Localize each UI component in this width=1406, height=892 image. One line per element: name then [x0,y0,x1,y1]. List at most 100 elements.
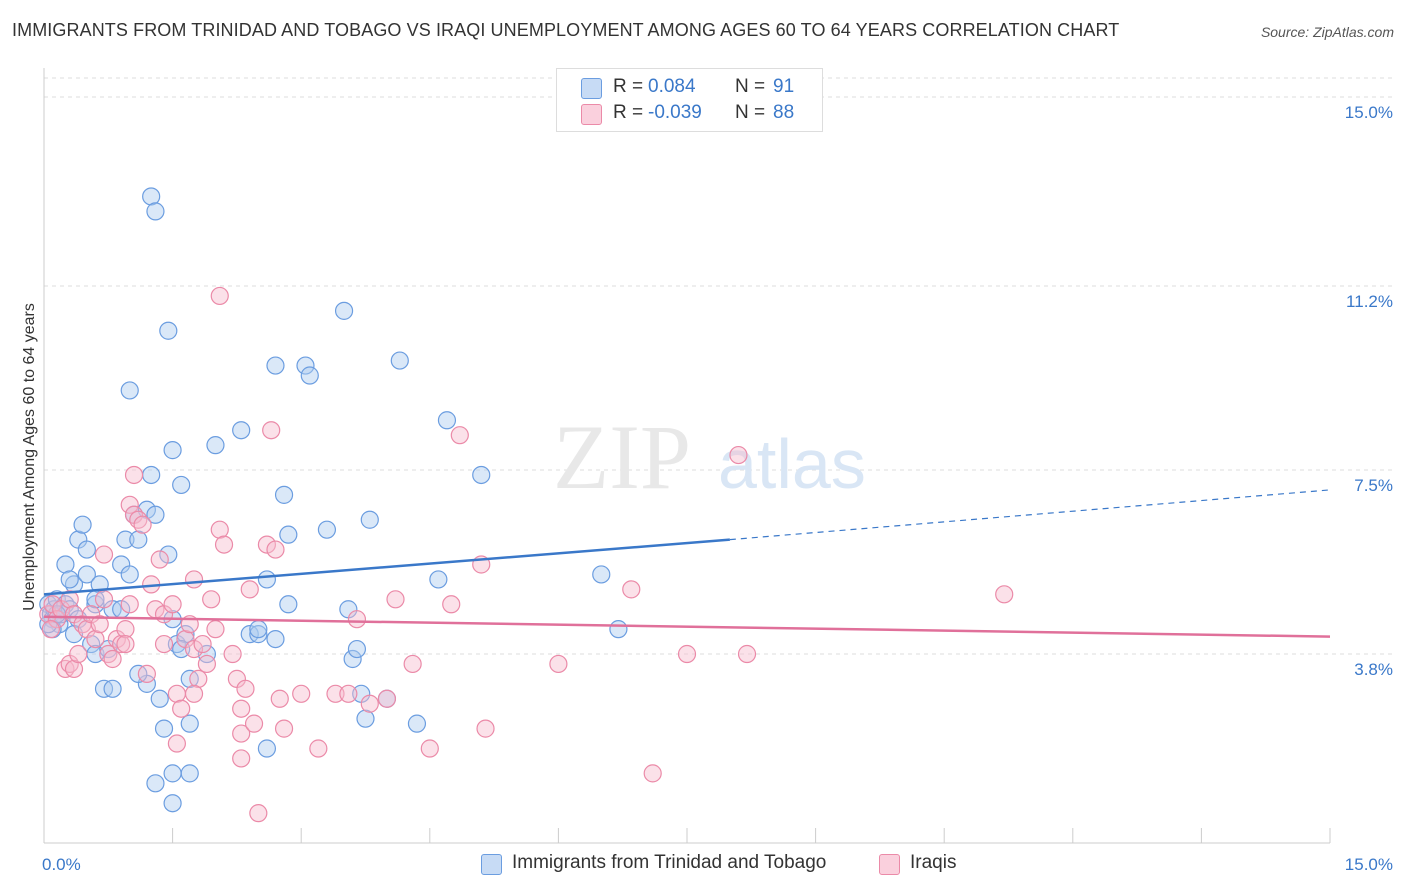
point-iraqi [43,595,62,614]
trend-line-iraqis [43,615,1331,638]
point-iraqi [41,620,60,639]
point-iraqi [189,669,208,688]
point-iraqi [210,286,229,306]
point-iraqi [347,610,367,629]
point-iraqi [133,515,152,534]
point-trinidad [77,565,96,584]
x-tick-label: 0.0% [42,855,81,874]
point-iraqi [995,585,1014,604]
point-trinidad [343,649,362,669]
trend-line-trinidad-extension [729,489,1331,541]
point-iraqi [197,654,216,674]
point-iraqi [232,749,251,768]
stats-legend: R = 0.084 N = 91 R = -0.039 N = 88 [556,68,823,132]
point-trinidad [266,356,285,375]
point-iraqi [549,654,568,674]
point-iraqi [309,739,328,758]
point-iraqi [116,620,135,639]
point-iraqi [214,535,234,554]
point-iraqi [124,465,144,485]
point-iraqi [90,615,109,634]
point-trinidad [317,520,337,539]
point-iraqi [240,580,259,599]
point-trinidad [347,639,367,659]
point-iraqi [167,734,186,753]
point-trinidad [142,465,161,485]
point-trinidad [150,689,169,708]
point-iraqi [403,654,422,674]
point-trinidad [176,625,195,644]
n-value: 88 [773,102,795,123]
point-iraqi [476,719,495,738]
r-value: 0.084 [648,76,696,97]
legend-swatch-pink [879,854,900,875]
point-trinidad [472,465,491,485]
n-label: N = [735,76,766,97]
y-tick-label: 7.5% [1354,476,1393,495]
point-trinidad [279,595,298,614]
r-value: -0.039 [648,102,702,123]
point-iraqi [64,659,84,679]
trend-line-trinidad [43,538,730,596]
point-iraqi [386,590,405,609]
point-trinidad [257,739,277,758]
point-trinidad [120,565,139,584]
point-iraqi [137,664,156,684]
point-trinidad [180,764,199,783]
point-iraqi [326,684,345,703]
point-iraqi [86,629,105,649]
point-trinidad [296,356,315,375]
point-trinidad [279,525,298,544]
point-iraqi [339,684,358,703]
point-iraqi [274,719,294,738]
point-iraqi [60,590,79,609]
y-tick-label: 3.8% [1354,660,1393,679]
point-iraqi [184,684,204,703]
point-iraqi [292,684,311,703]
source-label: Source: ZipAtlas.com [1260,24,1394,40]
point-iraqi [420,739,439,758]
point-iraqi [270,689,289,708]
point-trinidad [86,595,105,614]
point-trinidad [407,714,427,733]
point-iraqi [167,684,186,703]
legend-swatch-pink [581,104,602,125]
point-iraqi [47,610,66,629]
point-trinidad [77,540,96,559]
point-trinidad [592,565,611,584]
point-iraqi [206,620,225,639]
point-trinidad [142,187,161,206]
point-trinidad [159,545,178,564]
legend-swatch-blue [581,78,602,99]
axes [43,68,1331,844]
point-trinidad [73,515,92,534]
point-trinidad [257,570,277,589]
point-trinidad [120,381,139,400]
point-iraqi [729,445,748,465]
point-trinidad [163,794,182,813]
point-iraqi [249,804,268,823]
point-trinidad [609,620,628,639]
point-trinidad [266,629,285,649]
point-iraqi [232,724,251,743]
point-trinidad [146,202,165,221]
gridlines [44,77,1392,655]
point-iraqi [622,580,641,599]
point-iraqi [202,590,221,609]
point-trinidad [429,570,448,589]
point-trinidad [390,351,409,370]
point-trinidad [206,436,225,455]
point-iraqi [120,595,139,614]
n-label: N = [735,102,766,123]
point-trinidad [232,421,251,440]
r-label: R = [613,102,644,123]
point-trinidad [334,301,354,320]
point-iraqi [163,595,182,614]
point-iraqi [677,644,697,664]
point-iraqi [120,495,139,514]
point-iraqi [236,679,255,698]
point-iraqi [266,540,285,559]
point-trinidad [360,510,379,529]
watermark-zip: ZIP [553,406,691,508]
